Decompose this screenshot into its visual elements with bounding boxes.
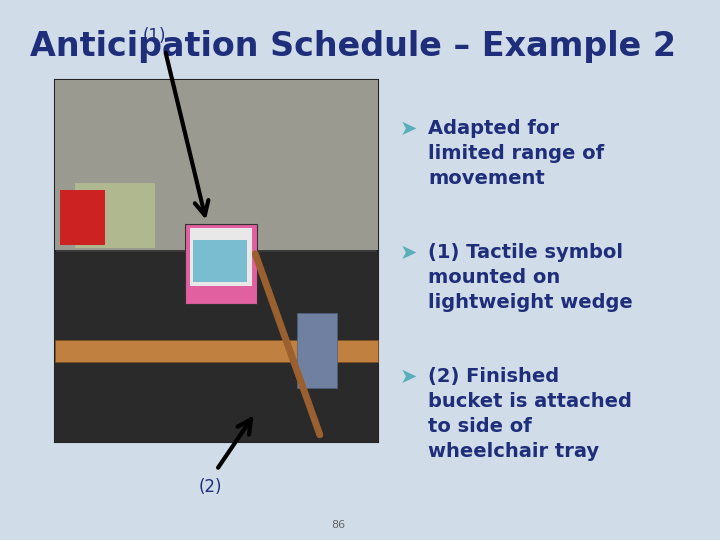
Text: (2): (2): [199, 478, 222, 496]
Bar: [55, 252, 378, 442]
Text: (2) Finished
bucket is attached
to side of
wheelchair tray: (2) Finished bucket is attached to side …: [428, 367, 632, 461]
Bar: [193, 240, 247, 282]
Bar: [75, 183, 155, 248]
Bar: [190, 228, 252, 286]
Text: ➤: ➤: [400, 119, 417, 139]
Bar: [297, 313, 337, 388]
Text: Anticipation Schedule – Example 2: Anticipation Schedule – Example 2: [30, 30, 676, 63]
Text: ➤: ➤: [400, 243, 417, 263]
FancyBboxPatch shape: [55, 340, 378, 362]
Text: 86: 86: [331, 520, 346, 530]
Text: Adapted for
limited range of
movement: Adapted for limited range of movement: [428, 119, 605, 188]
Bar: [185, 225, 257, 305]
Bar: [55, 80, 378, 250]
Text: (1): (1): [143, 27, 166, 45]
Text: (1) Tactile symbol
mounted on
lightweight wedge: (1) Tactile symbol mounted on lightweigh…: [428, 243, 633, 312]
Bar: [60, 192, 102, 240]
Text: ➤: ➤: [400, 367, 417, 387]
Bar: [60, 190, 105, 245]
Bar: [55, 80, 378, 442]
